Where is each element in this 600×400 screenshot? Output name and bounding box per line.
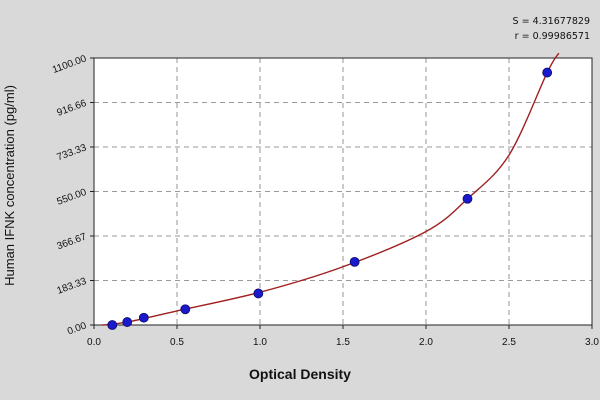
data-point [122, 317, 133, 327]
y-tick-label: 733.33 [56, 142, 89, 163]
data-points [107, 67, 553, 330]
y-tick-label: 366.67 [56, 231, 89, 252]
x-tick-label: 1.5 [336, 337, 350, 348]
y-tick-label: 1100.00 [51, 53, 88, 76]
y-tick-label: 0.00 [66, 320, 88, 337]
x-tick-label: 1.0 [253, 337, 267, 348]
y-axis-title: Human IFNK concentration (pg/ml) [2, 85, 17, 286]
y-tick-label: 916.66 [56, 98, 89, 119]
x-tick-label: 3.0 [585, 337, 599, 348]
fit-statistics: S = 4.31677829 r = 0.99986571 [513, 14, 590, 44]
data-point [253, 288, 264, 299]
y-tick-label: 183.33 [56, 276, 89, 297]
fit-curve [102, 52, 560, 326]
x-tick-label: 2.5 [502, 337, 516, 348]
x-axis-title: Optical Density [249, 366, 351, 382]
data-point [138, 312, 149, 323]
data-point [542, 67, 553, 78]
data-point [180, 304, 191, 315]
x-tick-label: 0.5 [170, 337, 184, 348]
data-point [107, 320, 118, 330]
x-tick-label: 2.0 [419, 337, 433, 348]
data-point [349, 256, 360, 267]
grid-lines [94, 57, 593, 325]
fit-r-value: r = 0.99986571 [514, 31, 590, 42]
x-tick-label: 0.0 [87, 337, 101, 348]
fit-s-value: S = 4.31677829 [512, 16, 590, 27]
y-tick-label: 550.00 [56, 187, 89, 208]
data-point [462, 193, 473, 204]
